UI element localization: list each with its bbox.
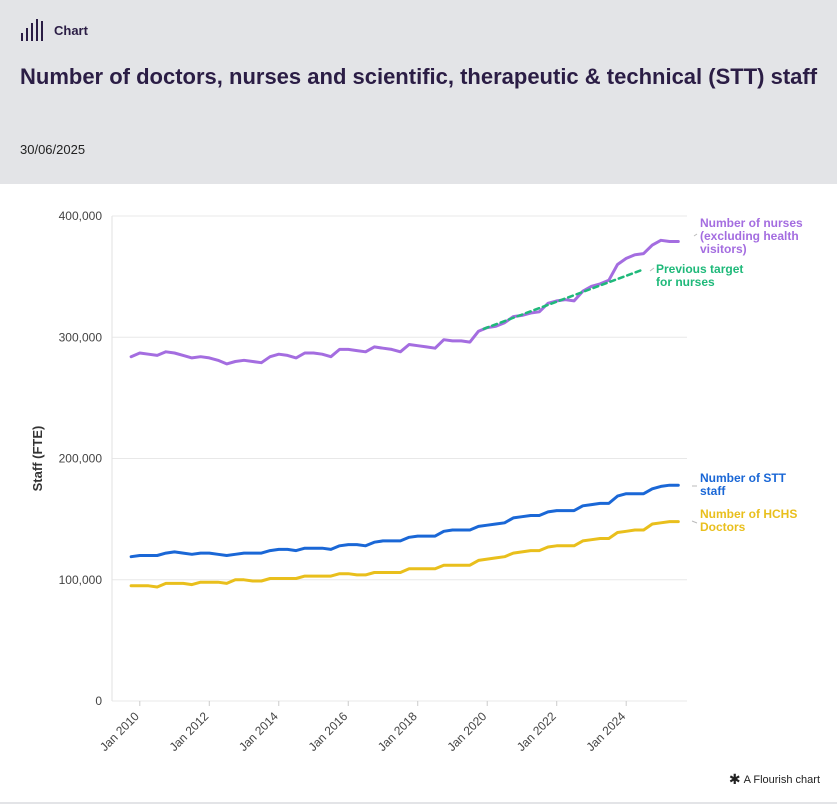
number-of-hchs-doctors-label: Number of HCHS Doctors bbox=[700, 507, 797, 534]
page-title: Number of doctors, nurses and scientific… bbox=[20, 64, 818, 89]
number-of-nurses-excluding-health-visitors-label: Number of nurses (excluding health visitor… bbox=[700, 216, 803, 256]
bottom-divider bbox=[0, 802, 837, 804]
previous-target-for-nurses-label: Previous target for nurses bbox=[656, 262, 743, 289]
asterisk-icon: ✱ bbox=[728, 771, 741, 787]
chart-bars-icon bbox=[21, 19, 43, 41]
chart-badge-label: Chart bbox=[54, 22, 88, 38]
y-tick-label: 300,000 bbox=[59, 330, 103, 344]
x-tick-label: Jan 2018 bbox=[375, 709, 420, 754]
chart-header: Chart Number of doctors, nurses and scie… bbox=[0, 0, 837, 184]
x-tick-label: Jan 2016 bbox=[306, 709, 351, 754]
chart-badge: Chart bbox=[20, 18, 88, 42]
flourish-credit-label: A Flourish chart bbox=[743, 773, 820, 786]
x-tick-label: Jan 2012 bbox=[167, 709, 212, 754]
number-of-nurses-excluding-health-visitors-label-connector bbox=[693, 233, 698, 237]
series-labels: Number of nurses (excluding health visitor… bbox=[649, 216, 803, 534]
y-tick-label: 400,000 bbox=[59, 209, 103, 223]
y-tick-label: 0 bbox=[95, 694, 102, 708]
publish-date: 30/06/2025 bbox=[20, 142, 86, 157]
y-tick-label: 100,000 bbox=[59, 573, 103, 587]
line-chart: 0 100,000 200,000 300,000 400,000 Jan 2010 Jan… bbox=[30, 209, 803, 754]
previous-target-for-nurses-label-connector bbox=[649, 267, 655, 272]
number-of-stt-staff-label: Number of STT staff bbox=[700, 471, 787, 498]
axes: 0 100,000 200,000 300,000 400,000 Jan 2010 Jan… bbox=[30, 209, 629, 754]
series-lines bbox=[129, 238, 680, 589]
number-of-nurses-excluding-health-visitors-line[interactable] bbox=[129, 238, 680, 366]
previous-target-for-nurses-line[interactable] bbox=[482, 268, 645, 331]
x-tick-label: Jan 2022 bbox=[514, 709, 559, 754]
x-tick-label: Jan 2010 bbox=[97, 709, 142, 754]
number-of-hchs-doctors-label-connector bbox=[691, 520, 698, 524]
x-tick-label: Jan 2014 bbox=[236, 709, 281, 754]
y-axis-title: Staff (FTE) bbox=[30, 426, 45, 492]
x-tick-label: Jan 2024 bbox=[583, 709, 628, 754]
x-tick-label: Jan 2020 bbox=[445, 709, 490, 754]
number-of-stt-staff-line[interactable] bbox=[129, 483, 680, 559]
flourish-credit[interactable]: ✱ A Flourish chart bbox=[729, 771, 820, 788]
number-of-hchs-doctors-line[interactable] bbox=[129, 520, 680, 589]
gridlines bbox=[112, 215, 687, 702]
y-tick-label: 200,000 bbox=[59, 452, 103, 466]
